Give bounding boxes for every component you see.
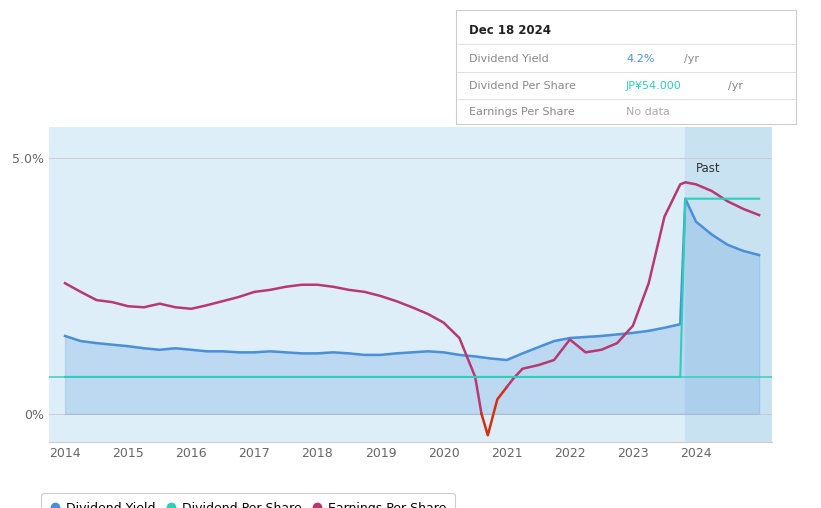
Text: JP¥54.000: JP¥54.000 bbox=[626, 81, 681, 90]
Text: /yr: /yr bbox=[684, 54, 699, 65]
Text: 4.2%: 4.2% bbox=[626, 54, 654, 65]
Text: Past: Past bbox=[696, 162, 721, 175]
Text: Earnings Per Share: Earnings Per Share bbox=[470, 107, 575, 117]
Text: No data: No data bbox=[626, 107, 670, 117]
Legend: Dividend Yield, Dividend Per Share, Earnings Per Share: Dividend Yield, Dividend Per Share, Earn… bbox=[41, 493, 455, 508]
Bar bbox=[686, 127, 772, 442]
Text: Dividend Per Share: Dividend Per Share bbox=[470, 81, 576, 90]
Text: Dec 18 2024: Dec 18 2024 bbox=[470, 24, 551, 37]
Text: Dividend Yield: Dividend Yield bbox=[470, 54, 549, 65]
Text: /yr: /yr bbox=[728, 81, 743, 90]
